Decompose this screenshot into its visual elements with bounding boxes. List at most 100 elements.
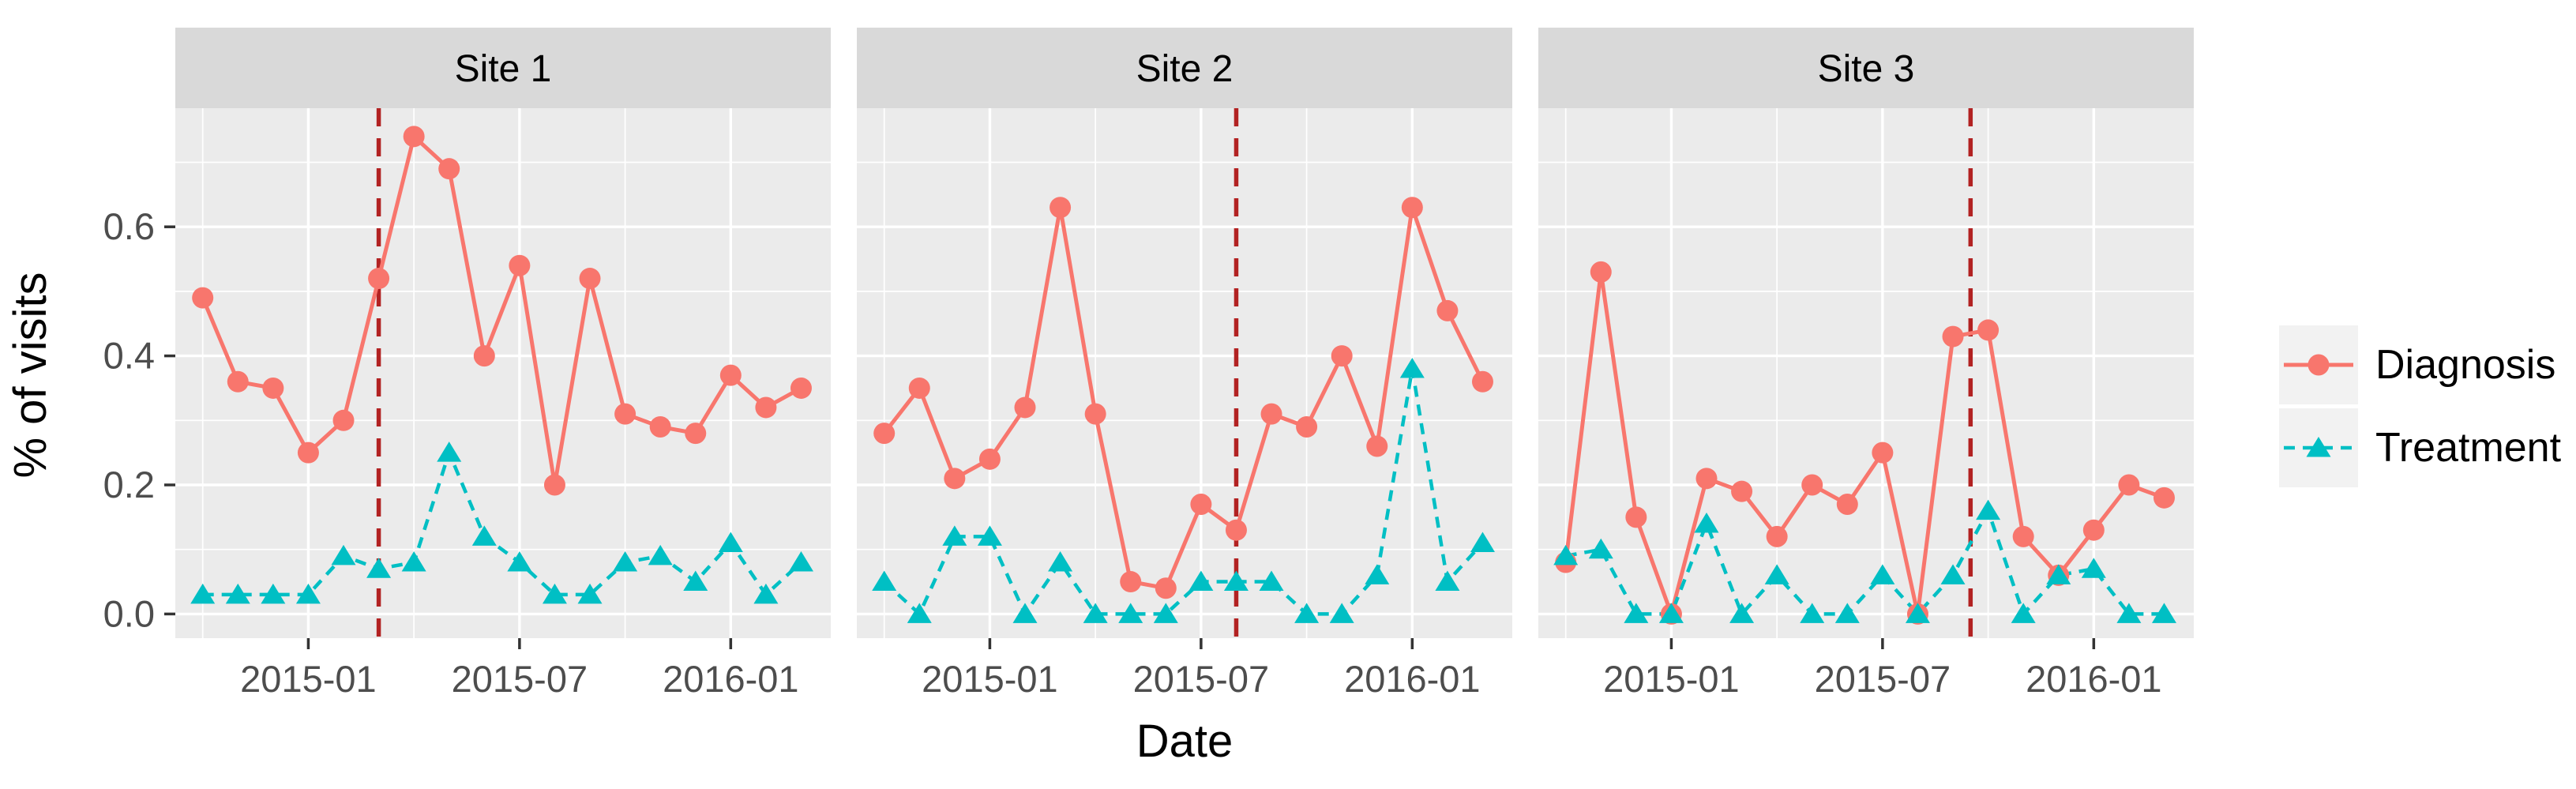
x-tick-label: 2015-07 — [1133, 658, 1270, 700]
treatment-point-marker — [1188, 570, 1214, 592]
treatment-point-marker — [1624, 603, 1649, 623]
treatment-point-marker — [1153, 603, 1178, 623]
facet-strip-label: Site 3 — [1818, 48, 1915, 90]
x-tick-label: 2015-01 — [240, 658, 377, 700]
treatment-point-marker — [1012, 603, 1038, 623]
treatment-point-marker — [1399, 357, 1425, 378]
diagnosis-point-marker — [368, 268, 390, 290]
diagnosis-point-marker — [1084, 403, 1106, 425]
treatment-point-marker — [907, 603, 932, 623]
treatment-point-marker — [613, 551, 638, 572]
treatment-point-marker — [1329, 603, 1354, 623]
treatment-point-marker — [190, 583, 216, 604]
treatment-point-marker — [1834, 603, 1860, 623]
diagnosis-point-marker — [755, 396, 777, 419]
legend-label: Treatment — [2375, 425, 2562, 471]
x-tick-label: 2015-01 — [922, 658, 1058, 700]
facet-strip — [1538, 28, 2194, 108]
axes: 2015-01 2015-07 2016-01 2015-01 2015-07 2016-… — [103, 205, 2162, 700]
treatment-point-marker — [1048, 551, 1073, 572]
treatment-point-marker — [1694, 513, 1719, 533]
x-tick-label: 2015-07 — [452, 658, 588, 700]
x-tick-label: 2016-01 — [663, 658, 799, 700]
diagnosis-line — [201, 133, 802, 486]
diagnosis-point-marker — [227, 370, 249, 393]
treatment-point-marker — [1588, 538, 1613, 559]
diagnosis-point-marker — [332, 409, 355, 431]
treatment-point-marker — [2116, 603, 2142, 623]
treatment-point-marker — [1118, 603, 1143, 623]
treatment-point-marker — [1294, 603, 1320, 623]
diagnosis-point-marker — [1014, 396, 1036, 419]
diagnosis-point-marker — [1050, 197, 1072, 219]
x-tick-label: 2015-01 — [1603, 658, 1740, 700]
diagnosis-point-marker — [403, 126, 425, 148]
diagnosis-point-marker — [192, 287, 214, 309]
treatment-point-marker — [225, 583, 250, 604]
treatment-point-marker — [1764, 564, 1789, 584]
diagnosis-point-marker — [1401, 197, 1423, 219]
diagnosis-point-marker — [1331, 345, 1353, 367]
treatment-point-marker — [1976, 499, 2001, 520]
treatment-point-marker — [437, 441, 462, 462]
treatment-point-marker — [788, 551, 813, 572]
treatment-point-marker — [261, 583, 286, 604]
treatment-point-marker — [942, 525, 967, 546]
facet-strip-label: Site 2 — [1136, 48, 1234, 90]
treatment-point-marker — [1870, 564, 1895, 584]
treatment-point-marker — [401, 551, 426, 572]
diagnosis-point-marker — [2012, 525, 2034, 547]
diagnosis-point-marker — [1190, 494, 1212, 516]
y-axis-title: % of visits — [5, 272, 56, 478]
diagnosis-point-marker — [685, 423, 707, 445]
treatment-point-marker — [1083, 603, 1108, 623]
panel-background — [1538, 108, 2194, 638]
diagnosis-point-marker — [1155, 577, 1177, 599]
diagnosis-point-marker — [2082, 519, 2105, 541]
diagnosis-point-marker — [473, 345, 495, 367]
diagnosis-point-marker — [1977, 319, 2000, 341]
diagnosis-point-marker — [509, 254, 531, 276]
treatment-point-marker — [1729, 603, 1755, 623]
legend-diagnosis-marker — [2308, 354, 2330, 376]
treatment-point-marker — [295, 583, 321, 604]
diagnosis-point-marker — [1942, 325, 1964, 348]
treatment-point-marker — [507, 551, 532, 572]
diagnosis-point-marker — [908, 377, 930, 399]
diagnosis-point-marker — [1296, 415, 1318, 438]
diagnosis-point-marker — [1260, 403, 1282, 425]
x-tick-label: 2015-07 — [1815, 658, 1951, 700]
facet-panels: Site 1 Site 2 Site 3 — [175, 28, 2194, 638]
diagnosis-point-marker — [649, 415, 671, 438]
treatment-point-marker — [1800, 603, 1825, 623]
x-tick-label: 2016-01 — [2026, 658, 2162, 700]
treatment-point-marker — [1223, 570, 1249, 592]
diagnosis-point-marker — [543, 474, 565, 496]
y-tick-label: 0.4 — [103, 335, 155, 377]
treatment-point-marker — [683, 570, 708, 592]
treatment-point-marker — [366, 558, 392, 578]
facet-strip-label: Site 1 — [455, 48, 552, 90]
treatment-point-marker — [1365, 564, 1390, 584]
diagnosis-point-marker — [1225, 519, 1247, 541]
treatment-point-marker — [2011, 603, 2036, 623]
treatment-point-marker — [1470, 532, 1495, 553]
treatment-point-marker — [1940, 564, 1966, 584]
diagnosis-point-marker — [873, 423, 896, 445]
treatment-point-marker — [648, 544, 673, 565]
diagnosis-point-marker — [978, 448, 1001, 470]
legend: Diagnosis Treatment — [2279, 325, 2562, 487]
diagnosis-point-marker — [1436, 299, 1459, 321]
treatment-point-marker — [872, 570, 897, 592]
y-tick-label: 0.6 — [103, 205, 155, 247]
diagnosis-point-marker — [1625, 506, 1647, 528]
treatment-point-marker — [542, 583, 567, 604]
diagnosis-point-marker — [719, 364, 742, 386]
legend-treatment-marker — [2306, 437, 2331, 457]
diagnosis-point-marker — [614, 403, 636, 425]
treatment-point-marker — [331, 544, 356, 565]
diagnosis-point-marker — [438, 158, 460, 180]
diagnosis-point-marker — [1695, 468, 1718, 490]
treatment-point-marker — [1553, 544, 1579, 565]
treatment-point-marker — [471, 525, 497, 546]
